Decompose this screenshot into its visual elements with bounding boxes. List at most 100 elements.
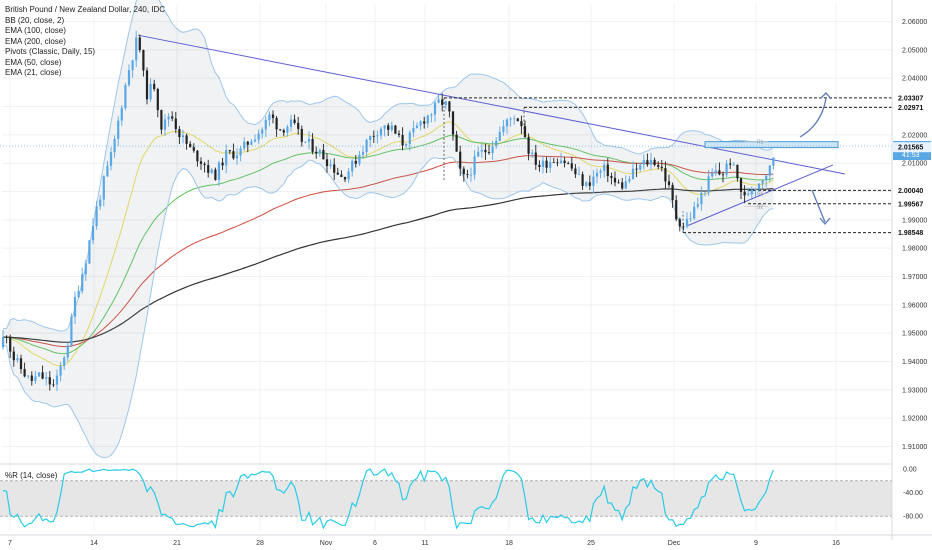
candle-body bbox=[379, 128, 383, 136]
candle-body bbox=[423, 121, 426, 124]
candle-body bbox=[1, 337, 5, 348]
candle-body bbox=[761, 179, 764, 184]
candle-body bbox=[279, 129, 282, 131]
candle-body bbox=[660, 166, 663, 169]
candle-body bbox=[358, 154, 361, 164]
candle-body bbox=[401, 134, 404, 146]
price-tick: 2.04000 bbox=[902, 76, 927, 83]
moving-averages bbox=[3, 121, 774, 367]
candle-body bbox=[588, 182, 591, 186]
candle-body bbox=[585, 182, 588, 186]
candle-body bbox=[527, 137, 530, 154]
candle-body bbox=[207, 165, 210, 173]
candle-body bbox=[639, 164, 642, 170]
price-tick: 1.98000 bbox=[902, 246, 927, 253]
price-label: 2.01565 bbox=[898, 145, 923, 152]
time-axis[interactable]: 7 14 21 28 Nov 6 11 18 25 Dec 9 16 bbox=[0, 534, 932, 547]
candle-body bbox=[257, 133, 260, 140]
wr-tick: -40.00 bbox=[903, 490, 923, 497]
price-axis[interactable]: 2.060002.050002.040002.030002.020002.010… bbox=[891, 0, 932, 550]
candle-body bbox=[430, 114, 433, 116]
candle-body bbox=[559, 160, 563, 164]
candle-body bbox=[394, 125, 397, 134]
candle-body bbox=[765, 175, 768, 180]
candle-body bbox=[729, 163, 732, 165]
time-tick: Dec bbox=[668, 540, 681, 547]
candle-body bbox=[459, 151, 462, 169]
candle-body bbox=[192, 147, 195, 151]
candle-body bbox=[448, 101, 451, 112]
candle-body bbox=[221, 162, 224, 166]
price-label-badge bbox=[893, 227, 931, 238]
candle-body bbox=[477, 151, 480, 157]
candle-body bbox=[63, 357, 66, 366]
candle-body bbox=[55, 375, 59, 385]
candle-body bbox=[685, 219, 689, 227]
candle-body bbox=[171, 116, 174, 119]
candle-body bbox=[163, 119, 167, 130]
candle-body bbox=[264, 119, 267, 130]
legend-title: British Pound / New Zealand Dollar, 240,… bbox=[5, 5, 166, 14]
candle-body bbox=[225, 150, 228, 166]
candle-body bbox=[340, 174, 343, 177]
candle-body bbox=[372, 135, 375, 137]
candle-body bbox=[574, 168, 577, 175]
candle-body bbox=[487, 152, 491, 153]
candle-body bbox=[232, 151, 235, 159]
time-tick: 7 bbox=[8, 540, 12, 547]
support-trendline bbox=[687, 164, 834, 226]
candle-body bbox=[73, 297, 77, 317]
pivot-label: S2 bbox=[757, 204, 763, 210]
candle-body bbox=[441, 99, 444, 105]
pivot-label: S1 bbox=[757, 192, 763, 198]
candle-body bbox=[365, 140, 368, 153]
candle-body bbox=[41, 372, 44, 379]
candle-body bbox=[102, 176, 105, 200]
candle-body bbox=[531, 152, 534, 154]
countdown-timer: 41:53 bbox=[902, 152, 920, 159]
candle-body bbox=[556, 162, 559, 164]
candle-body bbox=[693, 206, 696, 219]
candle-body bbox=[27, 375, 30, 377]
candle-body bbox=[581, 174, 584, 186]
candle-body bbox=[189, 143, 192, 148]
candle-body bbox=[52, 384, 55, 386]
price-label-badge bbox=[893, 142, 931, 153]
price-label-badge bbox=[893, 198, 931, 209]
candle-body bbox=[289, 119, 293, 127]
candle-body bbox=[498, 132, 501, 141]
price-tick: 1.97000 bbox=[902, 274, 927, 281]
candle-body bbox=[549, 162, 552, 168]
candle-body bbox=[235, 155, 239, 159]
candle-body bbox=[217, 162, 221, 180]
candle-body bbox=[343, 176, 347, 180]
bullish-arrowhead bbox=[820, 92, 832, 100]
candle-body bbox=[577, 174, 581, 175]
candle-body bbox=[9, 337, 12, 352]
wr-tick: 0.00 bbox=[903, 467, 917, 474]
candle-body bbox=[271, 114, 275, 118]
candle-body bbox=[657, 164, 660, 167]
candle-body bbox=[354, 160, 357, 164]
candle-body bbox=[516, 118, 519, 122]
candle-body bbox=[156, 89, 159, 111]
drawings[interactable]: R1 S1 S2 bbox=[0, 34, 892, 234]
candle-body bbox=[462, 168, 465, 175]
candle-body bbox=[772, 157, 775, 166]
candle-body bbox=[325, 159, 329, 166]
candle-body bbox=[88, 240, 91, 264]
candle-body bbox=[19, 358, 23, 370]
candle-body bbox=[505, 119, 509, 127]
candle-body bbox=[66, 345, 69, 358]
candle-body bbox=[545, 160, 548, 168]
candle-body bbox=[689, 218, 692, 220]
candle-body bbox=[444, 101, 447, 105]
candle-body bbox=[174, 118, 177, 130]
candles bbox=[1, 30, 775, 392]
wr-tick: -80.00 bbox=[903, 514, 923, 521]
candle-body bbox=[520, 121, 523, 127]
candle-body bbox=[286, 126, 289, 133]
candle-body bbox=[387, 125, 390, 130]
candle-body bbox=[541, 160, 545, 167]
